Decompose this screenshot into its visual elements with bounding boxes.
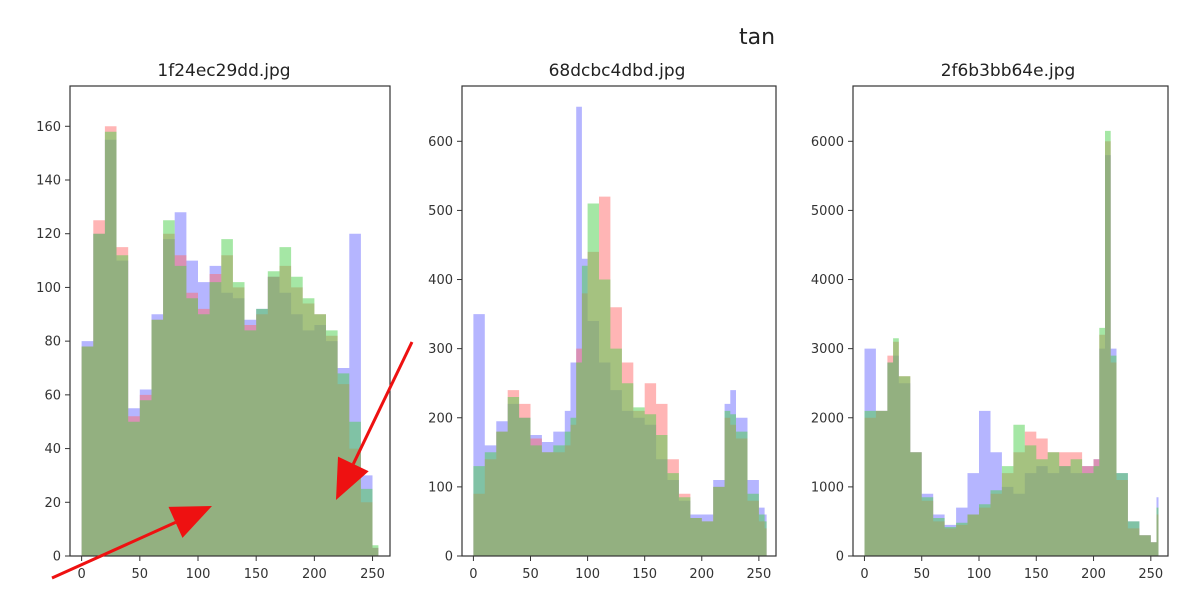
figure-suptitle: tan	[739, 25, 775, 50]
y-tick-label: 1000	[811, 480, 844, 495]
y-tick-label: 4000	[811, 273, 844, 288]
y-tick-label: 200	[428, 411, 453, 426]
x-tick-label: 150	[632, 567, 657, 582]
arrow-right-shaft	[351, 341, 414, 465]
y-tick-label: 100	[36, 281, 61, 296]
panel-title: 68dcbc4dbd.jpg	[549, 61, 686, 81]
histogram-panel-2: 68dcbc4dbd.jpg 0 50 100 150 200 250 0 100 200 300…	[428, 61, 777, 582]
y-tick-label: 300	[428, 342, 453, 357]
x-tick-label: 0	[469, 567, 477, 582]
x-tick-label: 0	[77, 567, 85, 582]
y-tick-label: 80	[44, 335, 61, 350]
arrow-left-head	[168, 506, 212, 538]
x-tick-label: 50	[913, 567, 930, 582]
y-tick-label: 40	[44, 442, 61, 457]
x-tick-label: 250	[360, 567, 385, 582]
panel-title: 1f24ec29dd.jpg	[157, 61, 290, 81]
panel-title: 2f6b3bb64e.jpg	[941, 61, 1076, 81]
x-tick-label: 250	[1138, 567, 1163, 582]
arrow-left-shaft	[51, 521, 177, 580]
y-tick-label: 6000	[811, 135, 844, 150]
series-green-histogram	[473, 203, 767, 556]
y-tick-label: 140	[36, 174, 61, 189]
histogram-panel-1: 1f24ec29dd.jpg 0 50 100 150 200 250 0 20 40 60 80 1…	[36, 61, 391, 582]
arrow-right-head	[336, 456, 369, 500]
x-tick-label: 200	[302, 567, 327, 582]
x-tick-label: 100	[967, 567, 992, 582]
x-tick-label: 200	[689, 567, 714, 582]
series-green-histogram	[864, 130, 1159, 556]
series-blue-histogram	[473, 106, 767, 556]
x-tick-label: 150	[1024, 567, 1049, 582]
annotation-arrows	[51, 341, 414, 580]
plot-frame	[852, 85, 1169, 557]
x-tick-label: 50	[132, 567, 149, 582]
y-tick-label: 60	[44, 388, 61, 403]
x-tick-label: 200	[1081, 567, 1106, 582]
histogram-panel-3: 2f6b3bb64e.jpg 0 50 100 150 200 250 0 1000 2000 3…	[811, 61, 1169, 582]
x-tick-label: 100	[186, 567, 211, 582]
plot-frame	[461, 85, 777, 557]
y-tick-label: 3000	[811, 342, 844, 357]
y-tick-label: 20	[44, 496, 61, 511]
x-tick-label: 0	[860, 567, 868, 582]
x-tick-label: 100	[575, 567, 600, 582]
plot-frame	[69, 85, 391, 557]
y-tick-label: 0	[836, 550, 844, 565]
x-tick-label: 150	[244, 567, 269, 582]
y-tick-label: 120	[36, 227, 61, 242]
x-tick-label: 50	[522, 567, 539, 582]
x-tick-label: 250	[746, 567, 771, 582]
y-tick-label: 0	[53, 550, 61, 565]
y-tick-label: 100	[428, 480, 453, 495]
y-tick-label: 600	[428, 135, 453, 150]
series-green-histogram	[81, 131, 381, 556]
y-tick-label: 0	[445, 550, 453, 565]
y-tick-label: 500	[428, 204, 453, 219]
y-tick-label: 5000	[811, 204, 844, 219]
y-tick-label: 400	[428, 273, 453, 288]
y-tick-label: 160	[36, 120, 61, 135]
y-tick-label: 2000	[811, 411, 844, 426]
